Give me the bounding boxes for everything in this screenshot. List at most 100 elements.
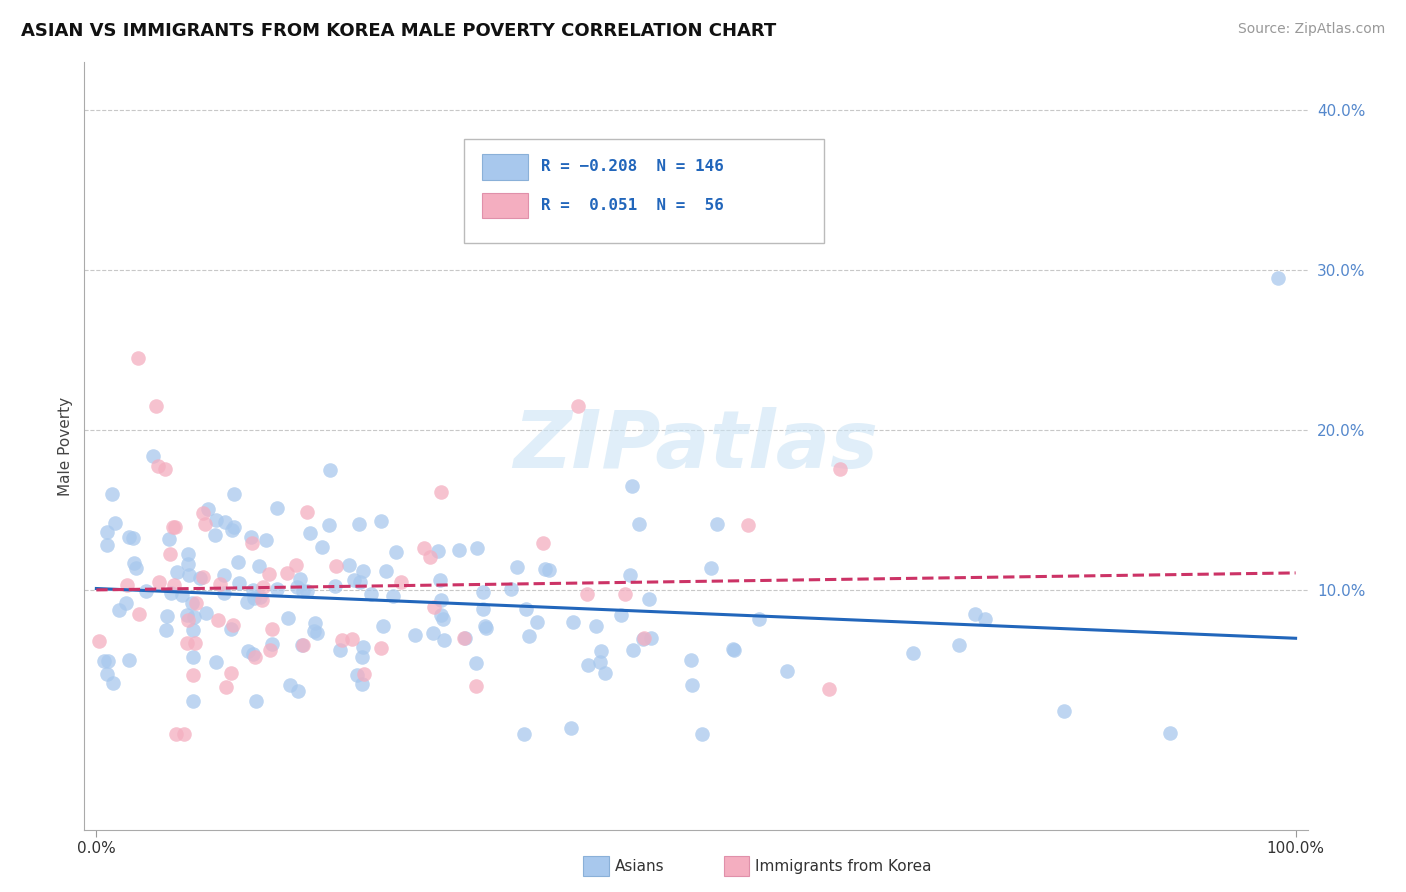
Point bbox=[430, 484, 453, 499]
Point bbox=[370, 641, 392, 656]
Point bbox=[538, 563, 561, 577]
Point bbox=[181, 693, 204, 707]
Point bbox=[191, 570, 214, 584]
Point bbox=[242, 591, 264, 605]
Point bbox=[259, 566, 281, 581]
Point bbox=[681, 677, 703, 691]
Point bbox=[576, 586, 599, 600]
Point bbox=[506, 559, 529, 574]
Point bbox=[347, 516, 370, 531]
Point bbox=[533, 536, 555, 550]
Point bbox=[352, 564, 374, 578]
Point bbox=[723, 642, 745, 657]
Point bbox=[776, 664, 799, 678]
Point bbox=[621, 479, 644, 493]
Point bbox=[567, 399, 589, 413]
Point bbox=[432, 612, 454, 626]
Point bbox=[464, 679, 486, 693]
Bar bbox=[482, 193, 529, 219]
Point bbox=[373, 618, 395, 632]
Point bbox=[214, 515, 236, 529]
Point bbox=[621, 643, 644, 657]
Point bbox=[748, 612, 770, 626]
Point bbox=[291, 584, 314, 599]
Point bbox=[145, 399, 167, 413]
Point bbox=[389, 575, 412, 590]
Point bbox=[828, 462, 851, 476]
Point bbox=[224, 487, 246, 501]
Point bbox=[499, 582, 522, 597]
Point bbox=[513, 726, 536, 740]
Point bbox=[240, 536, 263, 550]
Point bbox=[153, 462, 176, 476]
Point bbox=[706, 516, 728, 531]
Point bbox=[413, 541, 436, 556]
Point bbox=[146, 458, 169, 473]
Point bbox=[561, 615, 583, 629]
Point bbox=[422, 625, 444, 640]
Point bbox=[165, 726, 187, 740]
Point bbox=[1053, 704, 1076, 718]
Point bbox=[291, 638, 314, 652]
Point bbox=[177, 613, 200, 627]
Point bbox=[173, 726, 195, 740]
Point bbox=[304, 616, 326, 631]
Point bbox=[121, 531, 143, 545]
Point bbox=[97, 654, 120, 668]
Point bbox=[259, 643, 281, 657]
Point bbox=[205, 513, 228, 527]
Point bbox=[614, 587, 637, 601]
Point bbox=[276, 566, 298, 580]
Text: Source: ZipAtlas.com: Source: ZipAtlas.com bbox=[1237, 22, 1385, 37]
Point bbox=[277, 611, 299, 625]
Point bbox=[252, 580, 274, 594]
Point bbox=[172, 588, 194, 602]
Point bbox=[471, 585, 494, 599]
Point bbox=[343, 574, 366, 588]
Text: R =  0.051  N =  56: R = 0.051 N = 56 bbox=[541, 198, 724, 212]
Point bbox=[177, 547, 200, 561]
Point bbox=[177, 568, 200, 582]
Text: Immigrants from Korea: Immigrants from Korea bbox=[755, 859, 932, 873]
Point bbox=[115, 596, 138, 610]
Point bbox=[183, 610, 205, 624]
Point bbox=[250, 592, 273, 607]
Point bbox=[737, 517, 759, 532]
Point bbox=[638, 592, 661, 607]
Point bbox=[266, 501, 288, 516]
Point bbox=[177, 558, 200, 572]
Point bbox=[238, 644, 260, 658]
Point bbox=[340, 632, 363, 647]
Point bbox=[346, 667, 368, 681]
Point bbox=[352, 640, 374, 655]
Point bbox=[96, 538, 118, 552]
Point bbox=[454, 631, 477, 645]
Point bbox=[184, 596, 207, 610]
Point bbox=[284, 558, 307, 572]
Point bbox=[157, 532, 180, 546]
Point bbox=[243, 649, 266, 664]
Point bbox=[690, 726, 713, 740]
Point bbox=[382, 589, 405, 603]
Point bbox=[156, 608, 179, 623]
Point bbox=[278, 678, 301, 692]
Point bbox=[148, 575, 170, 590]
Point bbox=[215, 680, 238, 694]
Point bbox=[262, 622, 284, 636]
Point bbox=[515, 602, 537, 616]
Point bbox=[948, 638, 970, 652]
Point bbox=[226, 555, 249, 569]
Point bbox=[128, 607, 150, 621]
Point bbox=[353, 666, 375, 681]
Point bbox=[349, 575, 371, 590]
Point bbox=[163, 519, 186, 533]
Point bbox=[633, 631, 655, 645]
Point bbox=[465, 656, 488, 670]
Point bbox=[242, 582, 264, 597]
Point bbox=[467, 541, 489, 556]
Point bbox=[609, 607, 631, 622]
Point bbox=[194, 516, 217, 531]
Point bbox=[430, 607, 453, 622]
Point bbox=[627, 516, 650, 531]
Point bbox=[700, 561, 723, 575]
